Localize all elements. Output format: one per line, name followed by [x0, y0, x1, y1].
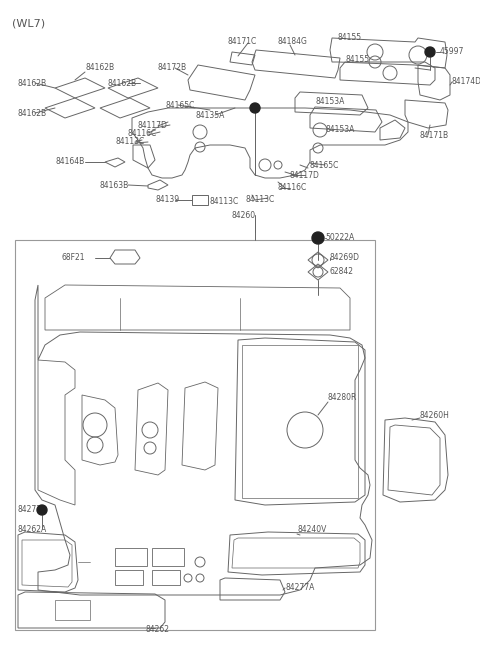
Text: 84184G: 84184G: [278, 38, 308, 47]
Text: 84155: 84155: [345, 56, 369, 65]
Text: 84171C: 84171C: [228, 38, 257, 47]
Text: 84117D: 84117D: [138, 121, 168, 130]
Text: 50222A: 50222A: [325, 233, 354, 242]
Text: 62842: 62842: [330, 268, 354, 277]
Text: 84135A: 84135A: [195, 111, 224, 119]
Text: 84117D: 84117D: [290, 170, 320, 179]
Text: 84113C: 84113C: [245, 196, 274, 205]
Text: 84260: 84260: [232, 211, 256, 220]
Text: 84162B: 84162B: [108, 78, 137, 87]
Text: 45997: 45997: [440, 47, 464, 56]
Text: 84277A: 84277A: [285, 583, 314, 592]
Text: 68F21: 68F21: [62, 253, 85, 262]
Circle shape: [37, 505, 47, 515]
Text: 84163B: 84163B: [100, 181, 129, 189]
Text: 84262A: 84262A: [18, 526, 47, 535]
Text: 84269D: 84269D: [330, 253, 360, 262]
Text: 84162B: 84162B: [18, 108, 47, 117]
Text: 84116C: 84116C: [128, 128, 157, 137]
Text: 84240V: 84240V: [298, 526, 327, 535]
Text: 84165C: 84165C: [310, 161, 339, 170]
Circle shape: [250, 103, 260, 113]
Circle shape: [312, 232, 324, 244]
Text: 84164B: 84164B: [55, 157, 84, 167]
Text: 84155: 84155: [338, 34, 362, 43]
Text: 84153A: 84153A: [315, 97, 344, 106]
Text: 84262: 84262: [145, 625, 169, 634]
Text: 84139: 84139: [155, 196, 179, 205]
Text: (WL7): (WL7): [12, 18, 45, 28]
Text: 84165C: 84165C: [165, 100, 194, 110]
Text: 84280R: 84280R: [328, 393, 358, 402]
Circle shape: [425, 47, 435, 57]
Text: 84171B: 84171B: [420, 130, 449, 139]
Text: 84174D: 84174D: [452, 78, 480, 86]
Text: 84260H: 84260H: [420, 410, 450, 419]
Text: 84277: 84277: [18, 505, 42, 515]
Text: 84162B: 84162B: [18, 78, 47, 87]
Text: 84172B: 84172B: [158, 64, 187, 73]
Text: 84113C: 84113C: [210, 198, 239, 207]
Text: 84116C: 84116C: [278, 183, 307, 192]
Text: 84113C: 84113C: [115, 137, 144, 146]
Text: 84162B: 84162B: [85, 64, 114, 73]
Text: 84153A: 84153A: [325, 126, 354, 135]
